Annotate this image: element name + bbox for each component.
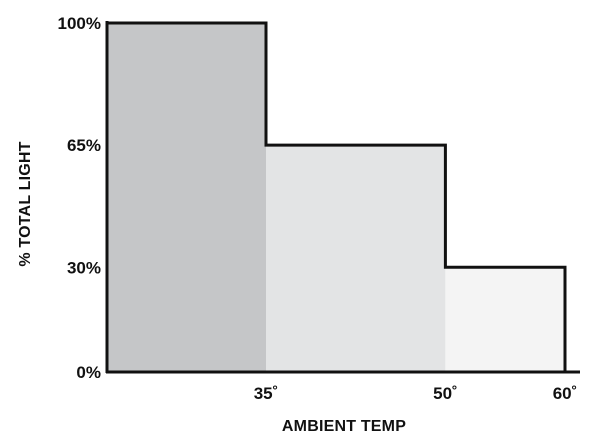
y-tick-label: 30% — [67, 258, 101, 277]
x-tick-labels: 35˚ 50˚ 60˚ — [254, 384, 578, 403]
x-tick-label: 35˚ — [254, 384, 279, 403]
x-tick-label: 60˚ — [553, 384, 578, 403]
step-bar-2 — [266, 145, 446, 372]
step-outline-path — [107, 21, 567, 372]
step-outline — [107, 21, 567, 372]
step-bar-1 — [107, 23, 266, 372]
step-bar-3 — [445, 267, 565, 372]
x-axis-title: AMBIENT TEMP — [282, 418, 406, 435]
y-tick-label: 0% — [76, 363, 101, 382]
y-tick-label: 65% — [67, 136, 101, 155]
y-tick-labels: 100% 65% 30% 0% — [58, 14, 101, 382]
y-tick-label: 100% — [58, 14, 101, 33]
step-bars — [107, 23, 565, 372]
y-axis-title: % TOTAL LIGHT — [17, 141, 34, 266]
x-tick-label: 50˚ — [433, 384, 458, 403]
